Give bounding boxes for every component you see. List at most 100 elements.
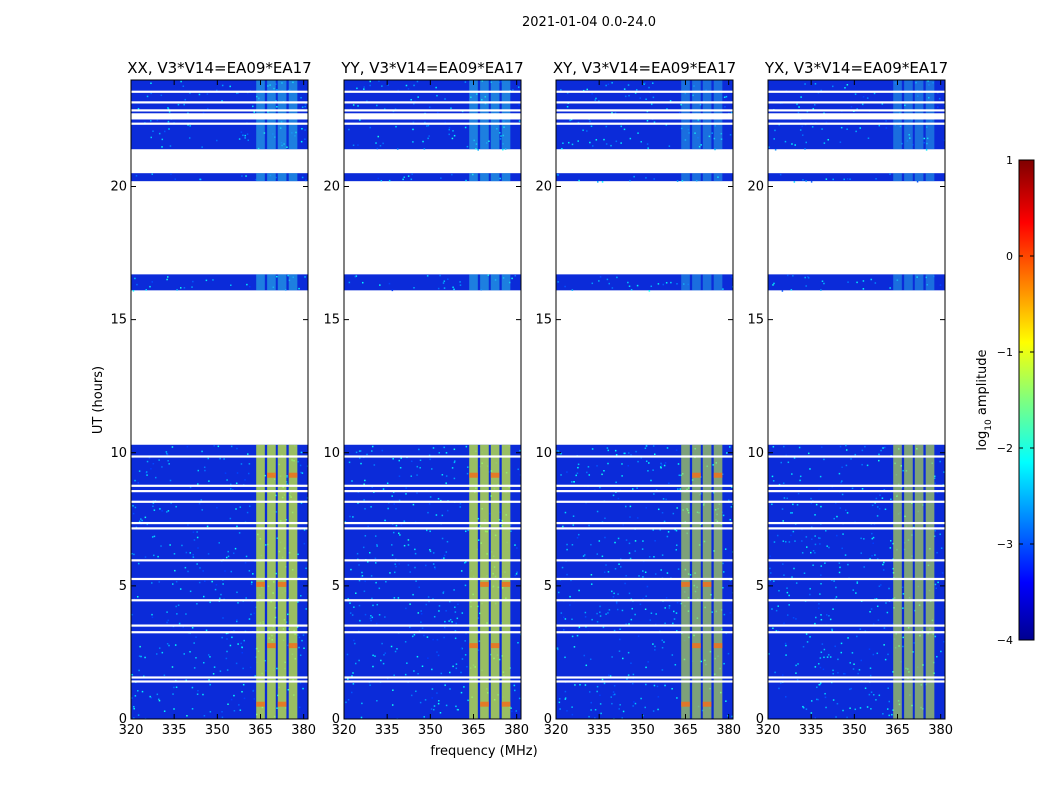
flag-gap — [131, 680, 308, 683]
hot-spot — [267, 643, 276, 649]
flag-gap — [768, 676, 945, 679]
y-tick-label: 15 — [747, 313, 764, 328]
flag-gap — [768, 90, 945, 93]
flag-gap — [768, 680, 945, 683]
data-segment — [131, 173, 308, 182]
flag-gap — [131, 484, 308, 487]
signal-column — [501, 274, 511, 291]
colorbar-tick-label: −3 — [997, 538, 1013, 551]
x-tick-label: 335 — [375, 723, 400, 738]
flag-gap — [556, 676, 733, 679]
flag-gap — [344, 455, 521, 458]
signal-column — [490, 444, 500, 719]
y-tick-label: 5 — [756, 579, 764, 594]
panel-3: YX, V3*V14=EA09*EA17 320 335 350 365 380 0 5 10 1… — [747, 59, 953, 738]
flag-gap — [556, 490, 733, 493]
hot-spot — [288, 643, 298, 649]
signal-column — [469, 274, 478, 291]
flag-gap — [344, 599, 521, 602]
flag-gap — [556, 599, 733, 602]
flag-gap — [344, 484, 521, 487]
colorbar-gradient — [1018, 159, 1035, 641]
signal-column — [904, 173, 913, 182]
panel-frame — [555, 79, 734, 720]
flag-gap — [768, 599, 945, 602]
signal-column — [469, 173, 478, 182]
flag-gap — [131, 577, 308, 581]
y-tick-label: 20 — [323, 180, 340, 195]
data-segment — [344, 173, 521, 182]
signal-column — [893, 444, 902, 719]
signal-column — [914, 444, 924, 719]
hot-spot — [681, 701, 690, 707]
flag-gap — [344, 680, 521, 683]
flag-gap — [131, 122, 308, 125]
y-tick-label: 15 — [110, 313, 127, 328]
panel-0: XX, V3*V14=EA09*EA17 320 335 350 365 380 0 5 10 1… — [110, 59, 316, 738]
x-tick-label: 335 — [587, 723, 612, 738]
x-tick-label: 365 — [673, 723, 698, 738]
flag-gap — [768, 577, 945, 581]
signal-column — [925, 173, 935, 182]
y-tick-label: 15 — [323, 313, 340, 328]
y-tick-label: 10 — [323, 446, 340, 461]
signal-column — [713, 173, 723, 182]
signal-column — [914, 274, 924, 291]
signal-column — [681, 173, 690, 182]
hot-spot — [469, 472, 478, 478]
signal-column — [267, 444, 276, 719]
hot-spot — [692, 643, 701, 649]
y-tick-label: 10 — [110, 446, 127, 461]
flag-gap — [131, 455, 308, 458]
flag-gap — [344, 676, 521, 679]
signal-column — [893, 274, 902, 291]
panel-frame — [343, 79, 522, 720]
flag-gap — [556, 521, 733, 525]
hot-spot — [256, 701, 265, 707]
hot-spot — [267, 472, 276, 478]
hot-spot — [702, 701, 712, 707]
y-tick-label: 0 — [119, 712, 127, 727]
flag-gap — [768, 521, 945, 525]
signal-column — [713, 444, 723, 719]
signal-column — [692, 444, 701, 719]
x-tick-label: 350 — [418, 723, 443, 738]
flag-gap — [131, 559, 308, 562]
flag-gap — [768, 109, 945, 112]
hot-spot — [692, 472, 701, 478]
x-tick-label: 365 — [461, 723, 486, 738]
signal-column — [490, 274, 500, 291]
hot-spot — [480, 581, 489, 587]
colorbar-tick-label: −1 — [997, 346, 1013, 359]
x-tick-label: 350 — [630, 723, 655, 738]
flag-gap — [344, 631, 521, 634]
hot-spot — [469, 643, 478, 649]
signal-column — [288, 444, 298, 719]
data-segment — [556, 274, 733, 291]
hot-spot — [490, 472, 500, 478]
panel-1: YY, V3*V14=EA09*EA17 320 335 350 365 380 0 5 10 1… — [323, 59, 529, 738]
flag-gap — [556, 109, 733, 112]
flag-gap — [556, 90, 733, 93]
signal-column — [480, 173, 489, 182]
y-tick-label: 5 — [332, 579, 340, 594]
colorbar: 1 0 −1 −2 −3 −4 log10 amplitude — [975, 154, 1035, 647]
hot-spot — [501, 581, 511, 587]
flag-gap — [131, 676, 308, 679]
y-axis-label: UT (hours) — [91, 366, 106, 434]
x-tick-label: 380 — [504, 723, 529, 738]
colorbar-tick-label: 1 — [1006, 154, 1013, 167]
signal-column — [904, 444, 913, 719]
signal-column — [904, 274, 913, 291]
flag-gap — [344, 500, 521, 503]
y-tick-label: 10 — [535, 446, 552, 461]
flag-gap — [768, 500, 945, 503]
signal-column — [692, 274, 701, 291]
hot-spot — [277, 581, 287, 587]
flag-gap — [556, 122, 733, 125]
signal-column — [256, 173, 265, 182]
hot-spot — [681, 581, 690, 587]
x-tick-label: 335 — [799, 723, 824, 738]
colorbar-label: log10 amplitude — [975, 349, 994, 450]
signal-column — [256, 274, 265, 291]
